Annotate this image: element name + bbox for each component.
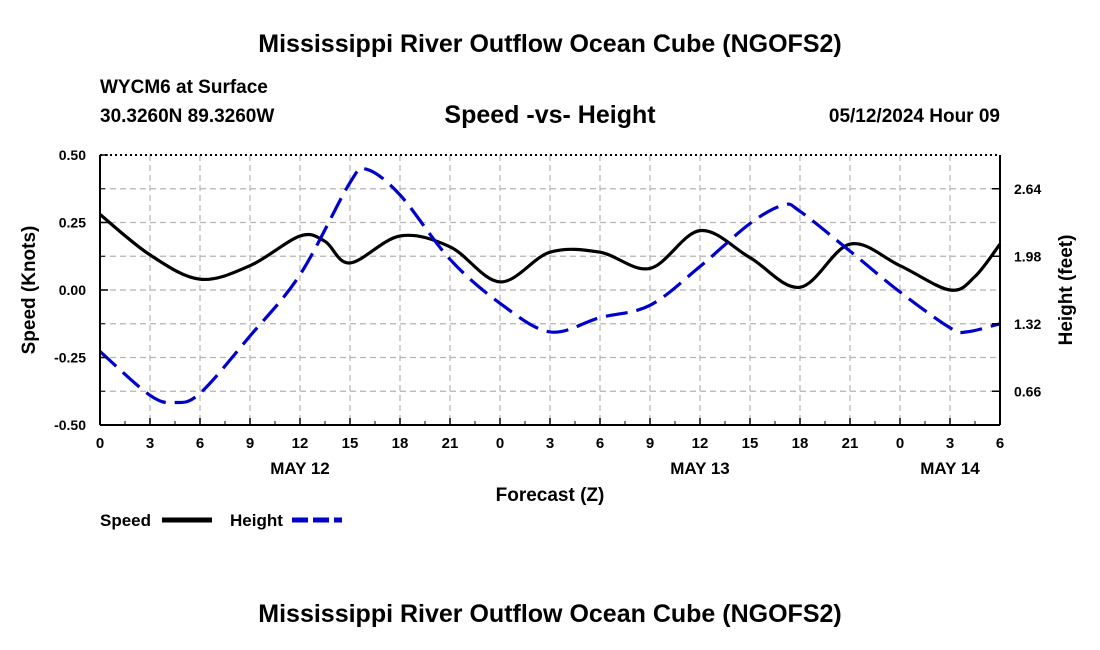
height-series-line <box>98 166 1001 405</box>
x-tick-label: 21 <box>442 435 459 452</box>
y-left-tick-label: 0.25 <box>59 215 86 231</box>
y-left-tick-label: -0.50 <box>54 417 86 433</box>
y-left-tick-label: 0.50 <box>59 147 86 163</box>
y-right-tick-label: 0.66 <box>1014 383 1041 399</box>
axes <box>99 154 1001 426</box>
axis-labels: 0 3 6 9 12 15 18 21 0 3 6 9 12 15 18 21 0 3 6 MAY 12 MAY 13 M… <box>19 147 1077 506</box>
y-right-tick-label: 1.32 <box>1014 316 1041 332</box>
legend-label-height: Height <box>230 511 283 530</box>
y-left-tick-label: 0.00 <box>59 282 86 298</box>
legend: Speed Height <box>100 511 342 530</box>
date-label: MAY 14 <box>920 459 980 478</box>
station-label: WYCM6 at Surface <box>100 77 268 98</box>
footer-title: Mississippi River Outflow Ocean Cube (NG… <box>258 600 842 628</box>
main-title: Mississippi River Outflow Ocean Cube (NG… <box>258 30 842 58</box>
x-tick-label: 0 <box>96 435 104 452</box>
date-label: MAY 13 <box>670 459 730 478</box>
series-lines <box>98 166 1002 405</box>
coordinates-label: 30.3260N 89.3260W <box>100 106 275 127</box>
x-tick-label: 9 <box>646 435 654 452</box>
x-tick-label: 3 <box>946 435 954 452</box>
x-axis-title: Forecast (Z) <box>496 485 605 506</box>
x-tick-label: 15 <box>342 435 359 452</box>
x-tick-label: 9 <box>246 435 254 452</box>
x-tick-label: 21 <box>842 435 859 452</box>
forecast-date-hour: 05/12/2024 Hour 09 <box>828 106 1000 127</box>
x-tick-label: 3 <box>146 435 154 452</box>
x-tick-label: 18 <box>792 435 809 452</box>
x-tick-label: 15 <box>742 435 759 452</box>
x-tick-label: 0 <box>496 435 504 452</box>
grid <box>100 155 1000 425</box>
y-right-tick-label: 1.98 <box>1014 248 1041 264</box>
chart-title: Speed -vs- Height <box>444 101 656 129</box>
speed-series-line <box>98 213 1002 292</box>
y-right-tick-label: 2.64 <box>1014 181 1041 197</box>
y-left-tick-label: -0.25 <box>54 350 86 366</box>
x-tick-label: 12 <box>692 435 709 452</box>
date-label: MAY 12 <box>270 459 330 478</box>
legend-label-speed: Speed <box>100 511 151 530</box>
x-tick-label: 18 <box>392 435 409 452</box>
x-tick-label: 6 <box>196 435 204 452</box>
x-tick-label: 6 <box>596 435 604 452</box>
y-left-axis-title: Speed (Knots) <box>19 226 40 355</box>
x-tick-label: 6 <box>996 435 1004 452</box>
x-tick-label: 3 <box>546 435 554 452</box>
x-tick-label: 12 <box>292 435 309 452</box>
y-right-axis-title: Height (feet) <box>1056 235 1077 346</box>
x-tick-label: 0 <box>896 435 904 452</box>
